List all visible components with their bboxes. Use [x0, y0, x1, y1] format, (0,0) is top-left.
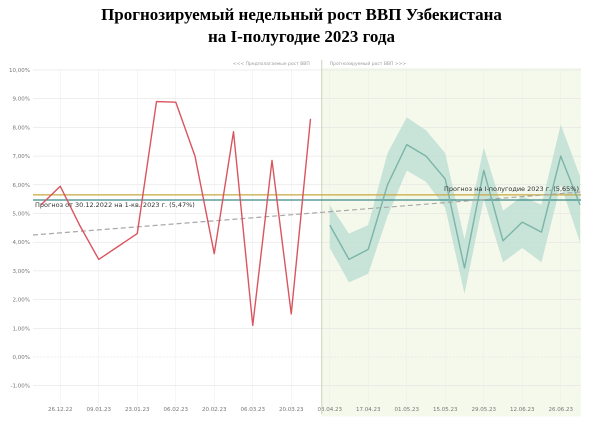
y-tick-label: 10,00%	[9, 68, 30, 74]
y-tick-label: 7,00%	[13, 154, 30, 160]
x-tick-label: 20.03.23	[279, 407, 304, 413]
reference-label-q1: Прогноз от 30.12.2022 на 1-кв. 2023 г. (…	[35, 201, 195, 209]
y-tick-label: -1,00%	[11, 384, 30, 390]
y-tick-label: 1,00%	[13, 326, 30, 332]
header-left-label: <<< Предполагаемые рост ВВП	[233, 61, 310, 67]
y-tick-label: 0,00%	[13, 355, 30, 361]
x-tick-label: 15.05.23	[433, 407, 458, 413]
series-line-forecast	[329, 143, 581, 269]
series-line-actual	[40, 100, 312, 327]
x-tick-label: 06.03.23	[241, 407, 266, 413]
trend-line	[32, 191, 582, 236]
x-tick-label: 26.12.22	[48, 407, 73, 413]
y-tick-label: 6,00%	[13, 183, 30, 189]
x-tick-label: 20.02.23	[202, 407, 227, 413]
x-tick-label: 29.05.23	[472, 407, 497, 413]
reference-label-h1: Прогноз на I-полугодие 2023 г. (5,65%)	[444, 185, 579, 193]
y-axis-ticks: -1,00% 0,00% 1,00% 2,00% 3,00% 4,00% 5,00% 6,00…	[9, 68, 30, 390]
y-tick-label: 3,00%	[13, 269, 30, 275]
y-tick-label: 2,00%	[13, 298, 30, 304]
chart-title-line-1: Прогнозируемый недельный рост ВВП Узбеки…	[101, 5, 502, 24]
header-right-label: Прогнозируемый рост ВВП >>>	[330, 60, 407, 67]
x-axis-ticks: 26.12.22 09.01.23 23.01.23 06.02.23 20.02.23…	[48, 407, 573, 413]
forecast-confidence-band	[329, 117, 580, 294]
x-tick-label: 06.02.23	[164, 407, 189, 413]
y-tick-label: 8,00%	[13, 125, 30, 131]
x-tick-label: 17.04.23	[356, 407, 381, 413]
x-tick-label: 09.01.23	[87, 407, 112, 413]
y-tick-label: 9,00%	[13, 97, 30, 103]
x-tick-label: 26.06.23	[549, 407, 574, 413]
y-tick-label: 4,00%	[13, 240, 30, 246]
y-tick-label: 5,00%	[13, 212, 30, 218]
x-tick-label: 12.06.23	[510, 407, 535, 413]
x-tick-label: 03.04.23	[318, 407, 343, 413]
x-tick-label: 23.01.23	[125, 407, 150, 413]
x-tick-label: 01.05.23	[395, 407, 420, 413]
chart-title-line-2: на I-полугодие 2023 года	[207, 27, 396, 46]
chart-title: Прогнозируемый недельный рост ВВП Узбеки…	[0, 4, 603, 48]
grid-lines	[33, 69, 581, 415]
